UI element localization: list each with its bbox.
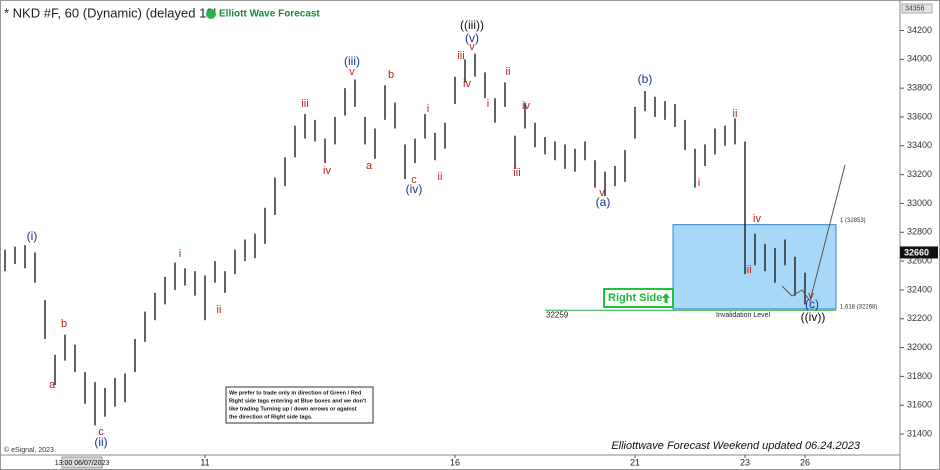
note-line: like trading Turning up / down arrows or…	[229, 406, 357, 412]
copyright: © eSignal, 2023	[4, 446, 54, 454]
wave-label: (c)	[805, 297, 819, 311]
note-line: the direction of Right side tags.	[229, 414, 313, 420]
x-tick-label: 23	[740, 457, 750, 467]
logo-icon	[206, 9, 216, 19]
time-label: 13:00 06/07/2023	[55, 460, 110, 467]
wave-label: (a)	[596, 195, 611, 209]
wave-label: iv	[463, 78, 471, 90]
y-tick-label: 32400	[907, 284, 932, 294]
x-tick-label: 11	[200, 457, 209, 467]
wave-label: i	[427, 103, 429, 115]
box-top-label: 1 (32853)	[840, 218, 866, 224]
wave-label: i	[698, 177, 700, 189]
y-tick-label: 32600	[907, 255, 932, 265]
y-tick-label: 34000	[907, 54, 932, 64]
wave-label: v	[469, 41, 475, 53]
time-label-box	[61, 456, 103, 469]
x-tick-label: 16	[450, 457, 460, 467]
wave-label: i	[487, 98, 489, 110]
invalidation-value: 32259	[546, 310, 569, 319]
wave-label: iii	[457, 50, 464, 62]
wave-label: b	[388, 69, 394, 81]
wave-label: iii	[301, 98, 308, 110]
wave-label: c	[411, 174, 417, 186]
y-tick-label: 32000	[907, 342, 932, 352]
last-price: 32660	[904, 247, 929, 257]
footer: Elliottwave Forecast Weekend updated 06.…	[611, 440, 861, 452]
wave-label: (iv)	[406, 182, 423, 196]
note-box	[225, 386, 374, 424]
y-tick-label: 32200	[907, 313, 932, 323]
y-tick-label: 33200	[907, 169, 932, 179]
y-tick-label: 34200	[907, 25, 932, 35]
wave-label: a	[49, 379, 56, 391]
wave-label: ii	[217, 304, 222, 316]
invalidation-label: Invalidation Level	[716, 312, 771, 319]
projection	[781, 164, 846, 303]
y-tick-label: 33400	[907, 140, 932, 150]
wave-label: v	[349, 66, 355, 78]
box-bottom-label: 1.618 (32268)	[840, 305, 877, 311]
top-price-box	[901, 3, 933, 14]
y-tick-label: 31400	[907, 428, 932, 438]
chart-title: * NKD #F, 60 (Dynamic) (delayed 10'	[4, 5, 216, 20]
wave-label: ((iv))	[801, 310, 826, 324]
wave-label: ii	[506, 66, 511, 78]
x-tick-label: 26	[800, 457, 810, 467]
note-line: We prefer to trade only in direction of …	[229, 390, 362, 396]
wave-label: iii	[744, 264, 751, 276]
x-tick-label: 21	[630, 457, 640, 467]
wave-label: iii	[513, 167, 520, 179]
y-tick-label: 33000	[907, 198, 932, 208]
wave-label: ((iii))	[460, 18, 484, 32]
right-side-arrow	[662, 293, 670, 303]
wave-label: (iii)	[344, 54, 360, 68]
wave-label: (v)	[465, 31, 479, 45]
right-side-box	[603, 288, 674, 308]
wave-label: v	[599, 187, 605, 199]
right-side-tag: Right Side	[608, 292, 662, 304]
wave-label: iv	[753, 213, 761, 225]
y-tick-label: 31800	[907, 371, 932, 381]
wave-label: ii	[733, 108, 738, 120]
wave-label: iv	[522, 100, 530, 112]
y-tick-label: 32800	[907, 227, 932, 237]
wave-label: ii	[438, 171, 443, 183]
last-price-box	[900, 246, 938, 259]
wave-label: a	[366, 160, 373, 172]
y-tick-label: 31600	[907, 400, 932, 410]
wave-label: i	[179, 248, 181, 260]
wave-label: v	[808, 290, 814, 302]
top-price: 34356	[905, 5, 925, 12]
wave-label: iv	[323, 165, 331, 177]
wave-label: (i)	[27, 229, 38, 243]
wave-label: (b)	[638, 72, 653, 86]
wave-label: (ii)	[94, 435, 107, 449]
y-tick-label: 33600	[907, 111, 932, 121]
logo: Elliott Wave Forecast	[219, 9, 320, 20]
y-tick-label: 33800	[907, 83, 932, 93]
note-line: Right side tags entering at Blue boxes a…	[229, 398, 366, 404]
wave-label: c	[98, 426, 104, 438]
wave-label: b	[61, 318, 67, 330]
